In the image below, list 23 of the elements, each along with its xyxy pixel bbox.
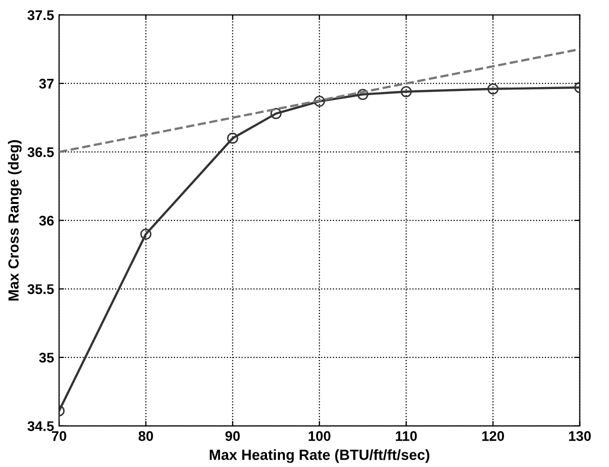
x-tick-label: 90 [225,431,240,441]
y-axis-title: Max Cross Range (deg) [8,140,22,300]
x-tick-label: 130 [569,431,591,441]
y-tick-label: 34.5 [28,421,54,432]
x-tick-label: 110 [396,431,417,441]
y-tick-label: 37.5 [28,10,54,20]
x-axis-title: Max Heating Rate (BTU/ft/ft/sec) [210,449,430,463]
point [227,132,238,144]
x-tick-label: 100 [308,431,330,441]
point [140,228,152,240]
y-tick-label: 35 [39,352,54,363]
point [357,88,368,100]
x-tick-label: 70 [52,431,66,441]
x-tick-label: 80 [138,431,154,441]
y-tick-label: 35.5 [28,284,54,294]
point [314,96,325,107]
y-tick-label: 36.5 [28,147,54,158]
y-tick-label: 36 [39,216,54,226]
point [487,83,499,94]
y-tick-label: 37 [39,78,54,89]
point [400,86,412,98]
point [270,108,282,120]
x-tick-label: 120 [482,431,504,441]
